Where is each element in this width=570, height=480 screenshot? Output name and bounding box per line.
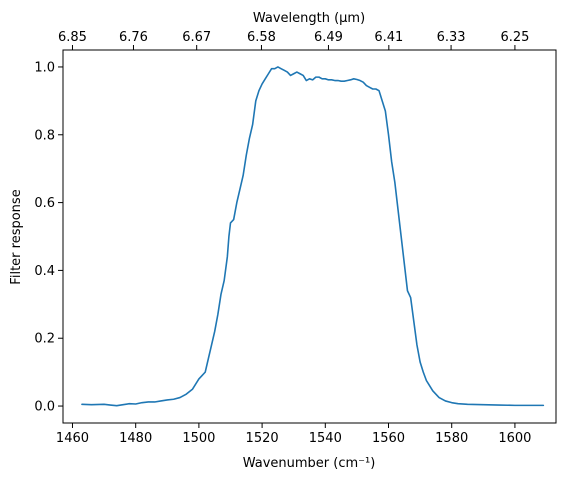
- x-tick-label: 1580: [435, 431, 468, 446]
- top-x-ticks: 6.85 6.76 6.67 6.58 6.49 6.41 6.33 6.25: [58, 30, 529, 50]
- plot-area: [62, 49, 557, 424]
- top-x-tick-label: 6.67: [182, 30, 211, 45]
- y-tick-label: 0.8: [34, 128, 55, 143]
- y-tick-label: 0.0: [34, 400, 55, 415]
- left-y-ticks: 0.0 0.2 0.4 0.6 0.8 1.0: [34, 60, 63, 415]
- top-x-tick-label: 6.25: [500, 30, 529, 45]
- filter-response-line: [81, 66, 545, 407]
- x-tick-label: 1500: [182, 431, 215, 446]
- top-x-tick-label: 6.76: [119, 30, 148, 45]
- x-tick-label: 1520: [246, 431, 279, 446]
- top-x-axis-label: Wavelength (μm): [253, 11, 365, 26]
- x-tick-label: 1600: [498, 431, 531, 446]
- x-tick-label: 1540: [309, 431, 342, 446]
- top-x-tick-label: 6.33: [437, 30, 466, 45]
- x-axis-label: Wavenumber (cm⁻¹): [243, 456, 376, 471]
- axes-frame: [62, 49, 557, 424]
- x-tick-label: 1460: [56, 431, 89, 446]
- y-tick-label: 0.4: [34, 264, 55, 279]
- x-tick-label: 1560: [372, 431, 405, 446]
- top-x-tick-label: 6.49: [314, 30, 343, 45]
- top-x-tick-label: 6.58: [247, 30, 276, 45]
- y-tick-label: 0.2: [34, 332, 55, 347]
- y-tick-label: 1.0: [34, 60, 55, 75]
- top-x-tick-label: 6.85: [58, 30, 87, 45]
- top-x-tick-label: 6.41: [374, 30, 403, 45]
- x-tick-label: 1480: [119, 431, 152, 446]
- y-axis-label: Filter response: [9, 189, 24, 284]
- y-tick-label: 0.6: [34, 196, 55, 211]
- bottom-x-ticks: 1460 1480 1500 1520 1540 1560 1580 1600: [56, 423, 531, 446]
